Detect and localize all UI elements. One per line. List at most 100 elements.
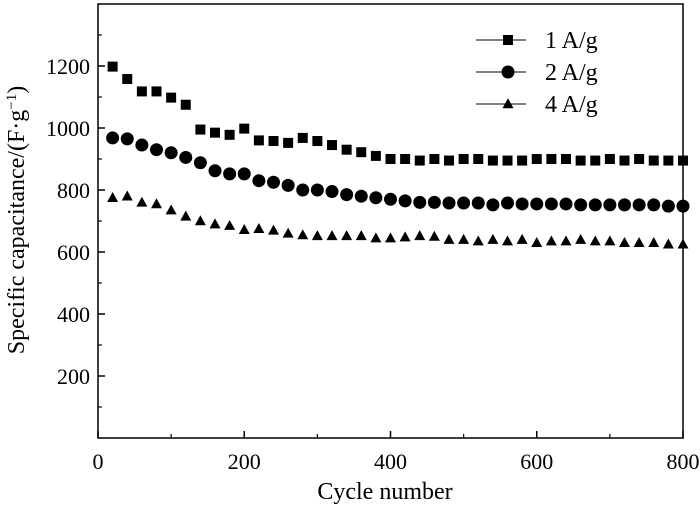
data-point-circle	[135, 138, 149, 152]
legend-marker-square	[503, 35, 513, 45]
series-square	[107, 61, 688, 166]
data-point-circle	[354, 189, 368, 203]
x-tick-label: 400	[374, 449, 407, 474]
data-point-circle	[413, 195, 427, 209]
data-point-triangle	[107, 192, 119, 203]
data-point-square	[180, 99, 191, 110]
data-point-triangle	[633, 237, 645, 247]
data-point-circle	[310, 183, 324, 197]
legend: 1 A/g 2 A/g 4 A/g	[476, 28, 598, 118]
data-point-triangle	[458, 233, 470, 244]
data-point-square	[210, 127, 220, 138]
data-point-square	[224, 129, 235, 140]
data-point-triangle	[253, 223, 265, 234]
data-point-triangle	[619, 237, 630, 247]
data-point-triangle	[180, 210, 192, 221]
x-tick-label: 0	[93, 449, 104, 474]
data-point-triangle	[151, 198, 162, 209]
data-point-triangle	[487, 233, 499, 244]
data-point-circle	[647, 198, 661, 212]
data-point-circle	[252, 174, 266, 188]
data-point-square	[487, 155, 498, 166]
data-point-triangle	[326, 230, 338, 241]
data-point-circle	[559, 197, 573, 211]
data-point-circle	[588, 198, 602, 212]
data-point-triangle	[545, 235, 557, 246]
data-point-circle	[603, 198, 617, 212]
data-point-square	[414, 155, 425, 166]
data-point-square	[151, 86, 162, 97]
data-point-triangle	[516, 233, 528, 244]
data-point-circle	[120, 132, 134, 146]
data-point-square	[546, 154, 557, 164]
data-point-triangle	[560, 235, 572, 246]
data-point-square	[604, 154, 615, 164]
data-point-circle	[515, 197, 529, 211]
data-point-square	[107, 61, 118, 72]
y-tick-label: 1000	[46, 116, 90, 141]
data-point-triangle	[209, 218, 221, 229]
data-point-triangle	[414, 230, 426, 241]
data-point-triangle	[604, 235, 616, 246]
data-point-square	[400, 154, 411, 164]
data-point-circle	[237, 167, 251, 181]
data-point-circle	[281, 178, 295, 192]
data-point-circle	[471, 196, 485, 210]
data-point-circle	[676, 199, 690, 213]
data-point-square	[502, 155, 513, 166]
data-point-circle	[530, 197, 544, 211]
data-point-square	[122, 74, 133, 85]
data-point-circle	[325, 185, 339, 199]
data-point-triangle	[370, 232, 382, 243]
data-point-square	[166, 92, 177, 103]
data-point-triangle	[297, 229, 309, 240]
data-point-square	[619, 155, 630, 166]
data-point-circle	[223, 167, 237, 181]
y-tick-label: 400	[57, 302, 90, 327]
data-point-triangle	[341, 230, 353, 241]
data-point-circle	[208, 164, 222, 178]
data-point-circle	[574, 198, 588, 212]
y-axis-label-main: Specific capacitance/(F·g	[4, 110, 30, 355]
data-point-square	[356, 147, 367, 158]
data-point-square	[136, 86, 147, 97]
data-point-triangle	[677, 238, 689, 249]
data-point-square	[429, 154, 440, 164]
legend-marker-circle	[501, 65, 515, 79]
data-point-triangle	[194, 215, 206, 226]
data-point-square	[312, 136, 323, 147]
data-point-square	[590, 155, 601, 166]
data-point-circle	[164, 146, 178, 160]
x-tick-label: 600	[520, 449, 553, 474]
data-point-triangle	[399, 231, 411, 242]
data-point-circle	[442, 196, 456, 210]
data-point-square	[283, 137, 294, 148]
data-point-circle	[340, 188, 354, 202]
data-point-circle	[661, 199, 675, 213]
data-point-square	[531, 154, 542, 164]
y-axis-label-superscript: −1	[4, 94, 20, 110]
data-point-triangle	[268, 224, 279, 235]
data-point-triangle	[121, 190, 133, 201]
data-point-circle	[618, 198, 631, 212]
y-tick-label: 800	[57, 178, 90, 203]
marks-group	[106, 61, 690, 249]
legend-label: 4 A/g	[545, 92, 598, 118]
data-point-square	[385, 154, 396, 164]
data-point-circle	[632, 198, 646, 212]
y-axis-label-close: )	[4, 86, 30, 94]
data-point-circle	[427, 195, 441, 209]
data-point-circle	[179, 150, 193, 164]
data-point-square	[341, 144, 352, 155]
data-point-circle	[369, 191, 383, 205]
data-point-square	[458, 154, 469, 164]
data-point-triangle	[224, 219, 236, 230]
legend-label: 2 A/g	[545, 60, 598, 86]
x-axis-label: Cycle number	[317, 479, 452, 505]
data-point-triangle	[575, 233, 587, 244]
data-point-triangle	[385, 232, 396, 243]
data-point-triangle	[589, 235, 601, 246]
data-point-triangle	[136, 196, 148, 207]
data-point-square	[678, 155, 688, 166]
